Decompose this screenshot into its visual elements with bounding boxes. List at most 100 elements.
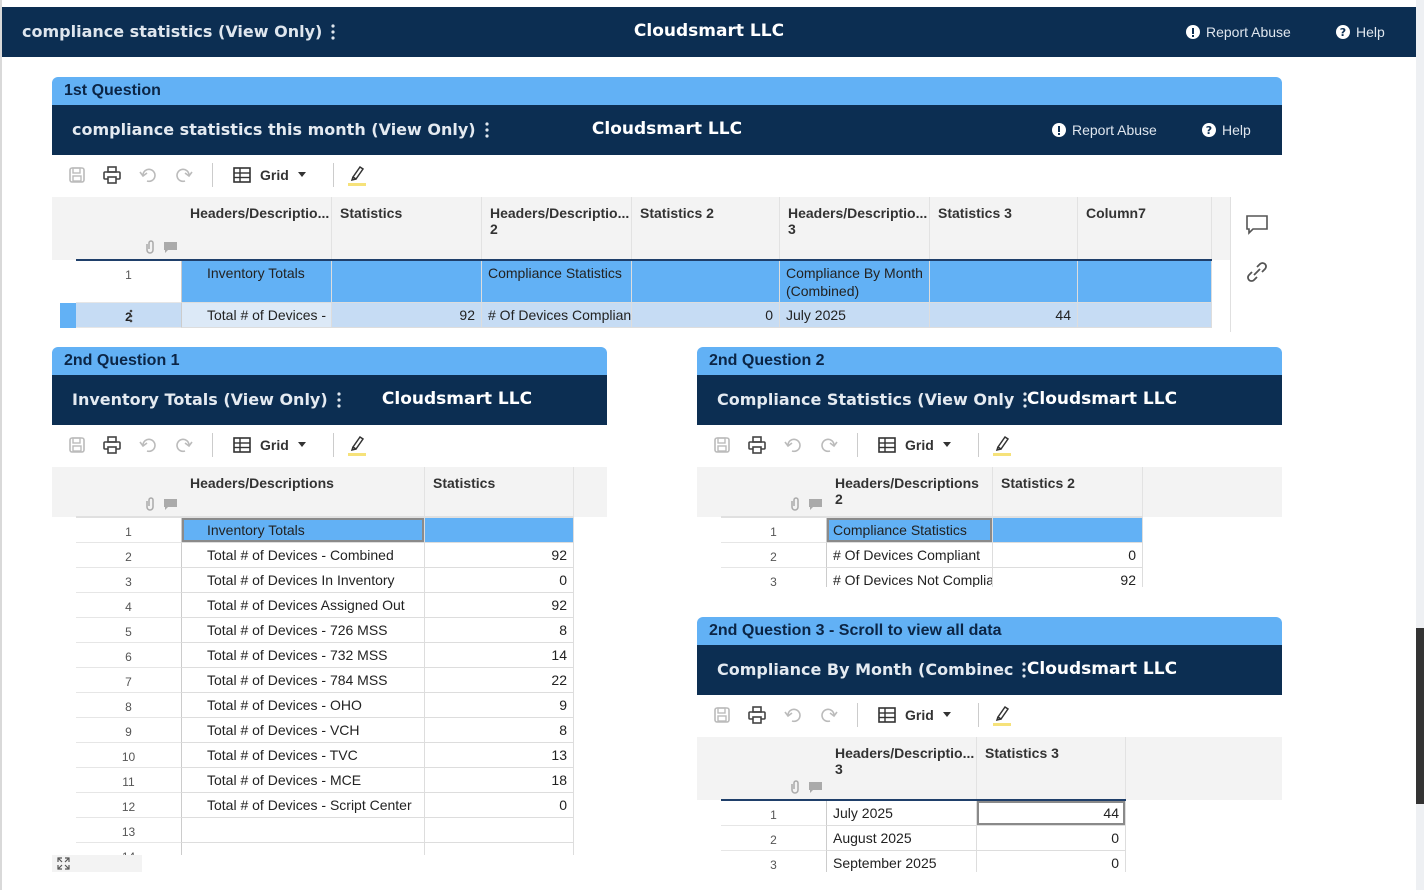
row-menu[interactable] xyxy=(128,309,134,323)
grid-cell[interactable]: Inventory Totals xyxy=(182,261,332,303)
grid-cell[interactable]: # Of Devices Compliant xyxy=(827,543,993,568)
grid-cell[interactable]: Total # of Devices - Script Center xyxy=(182,793,425,818)
undo-button[interactable] xyxy=(139,166,157,184)
save-button[interactable] xyxy=(68,166,86,184)
grid-cell[interactable]: # Of Devices Not Complia xyxy=(827,568,993,587)
redo-button[interactable] xyxy=(175,436,193,454)
redo-button[interactable] xyxy=(820,706,838,724)
view-dropdown-caret[interactable] xyxy=(298,442,306,448)
grid-cell[interactable]: Total # of Devices - MCE xyxy=(182,768,425,793)
view-selector[interactable]: Grid xyxy=(260,167,289,183)
grid-view-icon[interactable] xyxy=(878,436,896,454)
save-button[interactable] xyxy=(713,436,731,454)
grid-cell[interactable]: 0 xyxy=(993,543,1143,568)
grid-cell[interactable] xyxy=(993,518,1143,543)
grid-cell[interactable]: Total # of Devices - VCH xyxy=(182,718,425,743)
redo-button[interactable] xyxy=(175,166,193,184)
grid-cell[interactable]: Total # of Devices - TVC xyxy=(182,743,425,768)
menu-icon[interactable] xyxy=(484,121,490,139)
grid-view-icon[interactable] xyxy=(878,706,896,724)
print-button[interactable] xyxy=(748,436,766,454)
grid-cell[interactable]: Total # of Devices - 732 MSS xyxy=(182,643,425,668)
grid-cell[interactable]: Total # of Devices Assigned Out xyxy=(182,593,425,618)
expand-button[interactable] xyxy=(57,857,70,870)
grid-cell[interactable]: July 2025 xyxy=(827,801,977,826)
grid-cell[interactable]: August 2025 xyxy=(827,826,977,851)
grid-cell[interactable]: 9 xyxy=(425,693,574,718)
grid-cell[interactable]: 13 xyxy=(425,743,574,768)
grid-cell[interactable]: 22 xyxy=(425,668,574,693)
grid-cell[interactable]: 0 xyxy=(425,793,574,818)
print-button[interactable] xyxy=(103,166,121,184)
grid-view-icon[interactable] xyxy=(233,166,251,184)
grid-view-icon[interactable] xyxy=(233,436,251,454)
grid-cell[interactable]: Total # of Devices - 726 MSS xyxy=(182,618,425,643)
grid-cell[interactable] xyxy=(182,818,425,843)
grid-cell[interactable]: Total # of Devices - xyxy=(182,303,332,328)
grid-cell[interactable]: July 2025 xyxy=(780,303,930,328)
save-button[interactable] xyxy=(68,436,86,454)
report-icon[interactable] xyxy=(1052,123,1066,137)
comments-button[interactable] xyxy=(1246,215,1268,235)
highlight-button[interactable] xyxy=(348,164,366,186)
view-dropdown-caret[interactable] xyxy=(298,172,306,178)
view-selector[interactable]: Grid xyxy=(905,437,934,453)
print-button[interactable] xyxy=(103,436,121,454)
grid-cell[interactable] xyxy=(182,843,425,855)
grid-cell[interactable]: 92 xyxy=(425,543,574,568)
redo-button[interactable] xyxy=(820,436,838,454)
undo-button[interactable] xyxy=(139,436,157,454)
menu-icon[interactable] xyxy=(1022,391,1028,409)
grid-cell[interactable] xyxy=(930,261,1078,303)
grid-cell[interactable]: 92 xyxy=(993,568,1143,587)
grid-cell[interactable]: Total # of Devices In Inventory xyxy=(182,568,425,593)
help-icon[interactable]: ? xyxy=(1336,25,1350,39)
report-abuse-link[interactable]: Report Abuse xyxy=(1206,24,1291,40)
grid-cell[interactable]: Compliance Statistics xyxy=(482,261,632,303)
grid-cell[interactable]: 92 xyxy=(425,593,574,618)
grid-cell[interactable] xyxy=(425,518,574,543)
grid-cell[interactable] xyxy=(425,818,574,843)
grid-cell[interactable]: Inventory Totals xyxy=(182,518,425,543)
report-abuse-link[interactable]: Report Abuse xyxy=(1072,122,1157,138)
grid-cell[interactable]: Compliance By Month (Combined) xyxy=(780,261,930,303)
grid-cell[interactable]: Total # of Devices - 784 MSS xyxy=(182,668,425,693)
attachments-button[interactable] xyxy=(1246,261,1268,283)
grid-cell[interactable] xyxy=(632,261,780,303)
undo-button[interactable] xyxy=(784,436,802,454)
grid-cell[interactable]: Total # of Devices - Combined xyxy=(182,543,425,568)
grid-cell[interactable]: September 2025 xyxy=(827,851,977,872)
grid-cell[interactable]: 44 xyxy=(977,801,1126,826)
grid-cell[interactable]: Compliance Statistics xyxy=(827,518,993,543)
view-selector[interactable]: Grid xyxy=(905,707,934,723)
grid-cell[interactable] xyxy=(425,843,574,855)
grid-cell[interactable]: 0 xyxy=(425,568,574,593)
view-dropdown-caret[interactable] xyxy=(943,712,951,718)
view-selector[interactable]: Grid xyxy=(260,437,289,453)
grid-cell[interactable] xyxy=(332,261,482,303)
help-link[interactable]: Help xyxy=(1222,122,1251,138)
grid-cell[interactable]: 92 xyxy=(332,303,482,328)
grid-cell[interactable]: 0 xyxy=(977,826,1126,851)
grid-cell[interactable]: 14 xyxy=(425,643,574,668)
grid-cell[interactable]: Total # of Devices - OHO xyxy=(182,693,425,718)
grid-cell[interactable]: 8 xyxy=(425,618,574,643)
highlight-button[interactable] xyxy=(993,704,1011,726)
grid-cell[interactable]: 0 xyxy=(977,851,1126,872)
grid-cell[interactable]: 44 xyxy=(930,303,1078,328)
report-icon[interactable] xyxy=(1186,25,1200,39)
menu-icon[interactable] xyxy=(330,23,336,41)
undo-button[interactable] xyxy=(784,706,802,724)
save-button[interactable] xyxy=(713,706,731,724)
print-button[interactable] xyxy=(748,706,766,724)
grid-cell[interactable] xyxy=(1078,261,1212,303)
grid-cell[interactable]: 0 xyxy=(632,303,780,328)
grid-cell[interactable]: 18 xyxy=(425,768,574,793)
help-icon[interactable]: ? xyxy=(1202,123,1216,137)
highlight-button[interactable] xyxy=(348,434,366,456)
menu-icon[interactable] xyxy=(336,391,342,409)
grid-cell[interactable] xyxy=(1078,303,1212,328)
grid-cell[interactable]: # Of Devices Complian xyxy=(482,303,632,328)
menu-icon[interactable] xyxy=(1021,661,1027,679)
grid-cell[interactable]: 8 xyxy=(425,718,574,743)
